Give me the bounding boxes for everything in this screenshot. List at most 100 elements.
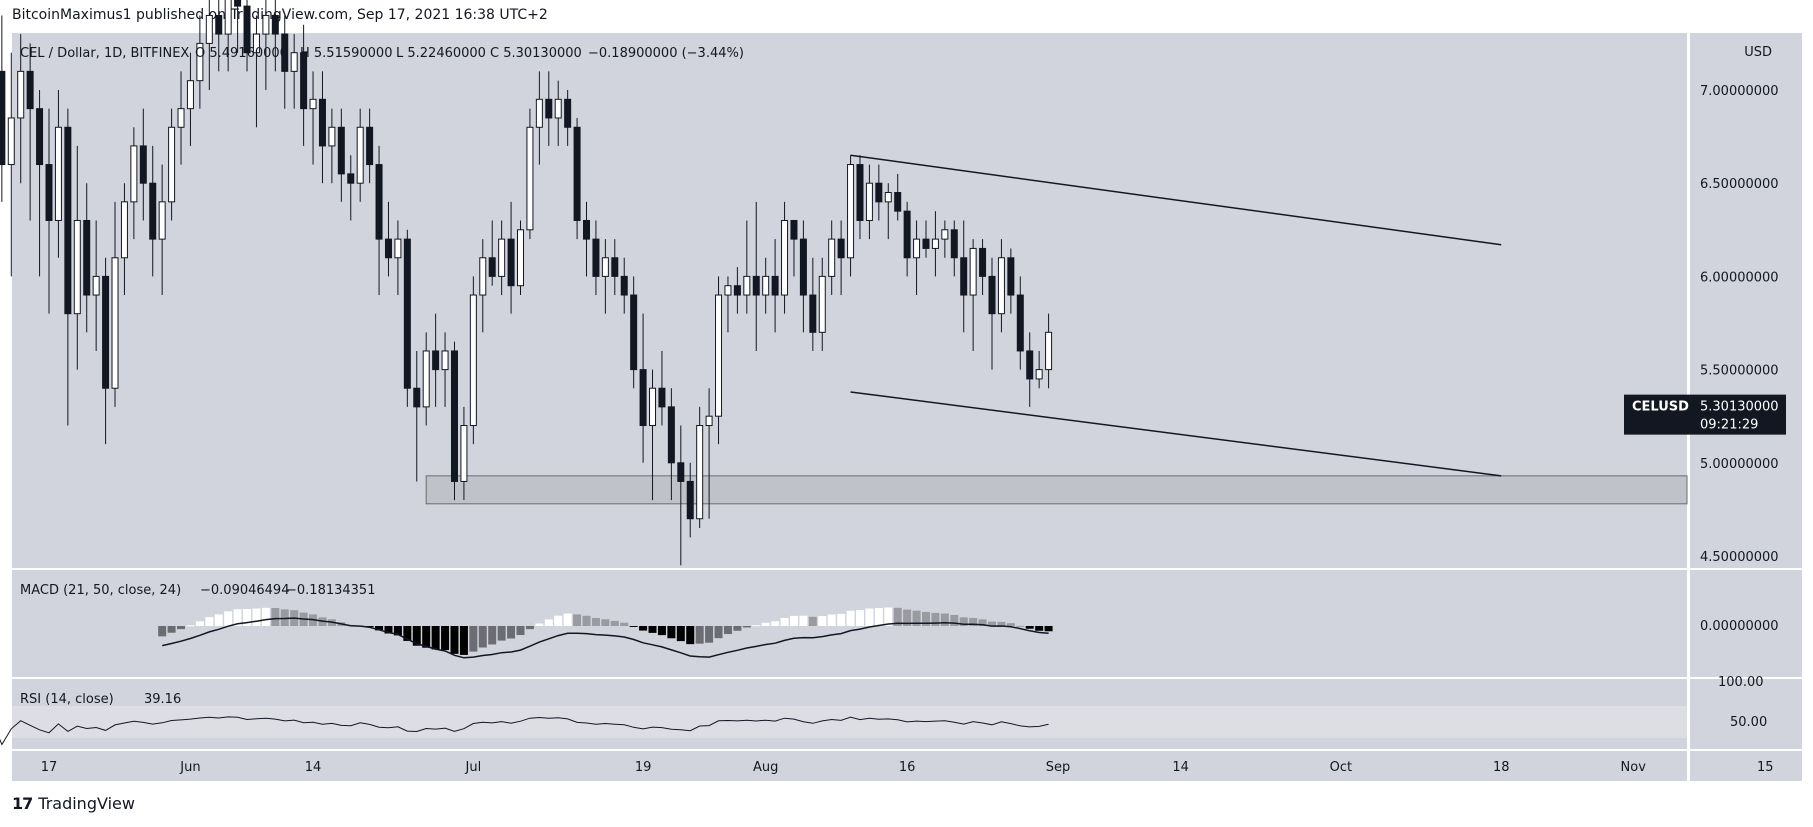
candle-body [224, 0, 232, 35]
time-tick-label: 16 [899, 760, 916, 775]
macd-bar [988, 621, 996, 626]
macd-bar [431, 626, 440, 650]
time-axis[interactable] [12, 751, 1687, 781]
macd-bar [544, 619, 553, 626]
ohlc-change: −0.18900000 (−3.44%) [588, 46, 744, 61]
candle-body [120, 201, 128, 259]
macd-bar [214, 614, 223, 626]
candle-body [913, 238, 921, 259]
candle-body [186, 80, 194, 110]
macd-bar [1044, 626, 1053, 632]
candle-body [743, 275, 751, 296]
candle-body [168, 126, 176, 203]
last-price-value: 5.30130000 [1700, 400, 1779, 415]
candle-body [469, 294, 477, 427]
macd-bar [441, 626, 450, 651]
candle-body [441, 350, 449, 371]
time-tick-label: 19 [635, 760, 652, 775]
candle-body [799, 238, 807, 296]
channel-line-lower[interactable] [850, 391, 1502, 477]
candle-body [318, 98, 326, 147]
last-price-badge-bg [1624, 394, 1786, 435]
candle-body [300, 52, 308, 110]
candle-body [1016, 294, 1024, 352]
brand-name: TradingView [38, 794, 135, 813]
macd-bar [620, 622, 629, 626]
candle-body [818, 275, 826, 333]
candle-body [771, 275, 779, 296]
candle-body [535, 98, 543, 128]
candle-body [696, 425, 704, 520]
macd-bar [705, 626, 714, 643]
macd-bar [827, 614, 836, 626]
price-tick-label: 5.50000000 [1700, 364, 1779, 379]
time-tick-label: 15 [1757, 760, 1774, 775]
macd-bar [1035, 626, 1044, 631]
channel-lines[interactable] [850, 154, 1502, 477]
rsi-value: 39.16 [144, 692, 181, 707]
candle-body [234, 0, 242, 7]
macd-bar [516, 626, 525, 636]
candles-layer [0, 0, 1053, 566]
tradingview-logo-icon: 17 [12, 794, 33, 813]
publisher-line: BitcoinMaximus1 published on TradingView… [12, 7, 548, 23]
macd-bar [412, 626, 421, 646]
macd-bar [497, 626, 506, 641]
macd-bar [195, 621, 204, 626]
macd-bar [667, 626, 676, 639]
candle-body [281, 33, 289, 72]
candle-body [847, 164, 855, 259]
price-axis[interactable] [1690, 33, 1802, 568]
macd-bar [177, 626, 186, 630]
macd-bar [375, 626, 384, 631]
candle-body [790, 219, 798, 240]
candle-body [394, 238, 402, 259]
macd-bar [931, 612, 940, 626]
time-tick-label: 14 [1172, 760, 1189, 775]
candle-body [649, 387, 657, 427]
candle-body [988, 275, 996, 315]
candle-body [715, 294, 723, 417]
candle-body [884, 192, 892, 203]
rsi-axis [1690, 679, 1802, 749]
candle-body [205, 14, 213, 44]
candle-body [960, 257, 968, 296]
macd-bar [365, 626, 374, 628]
macd-bar [1006, 623, 1015, 626]
footer-brand[interactable]: 17 TradingView [12, 794, 135, 813]
macd-signal-value: −0.18134351 [286, 583, 375, 598]
macd-histogram [158, 607, 1053, 655]
candle-body [366, 126, 374, 166]
time-tick-label: Aug [753, 760, 778, 775]
candle-body [564, 98, 572, 128]
macd-bar [789, 615, 798, 626]
candle-body [573, 126, 581, 221]
candle-body [64, 126, 72, 315]
time-tick-label: Sep [1046, 760, 1071, 775]
candle-body [328, 126, 336, 147]
candle-body [177, 108, 185, 128]
rsi-band [12, 706, 1687, 738]
time-tick-label: Jul [465, 760, 482, 775]
channel-line-upper[interactable] [850, 154, 1502, 246]
candle-body [724, 285, 732, 296]
macd-bar [610, 620, 619, 626]
support-zone[interactable] [425, 475, 1688, 505]
macd-bar [799, 615, 808, 626]
last-price-badge[interactable]: CELUSD 5.30130000 09:21:29 [1624, 394, 1786, 435]
candle-body [507, 238, 515, 287]
macd-bar [912, 610, 921, 626]
macd-bar [733, 626, 742, 631]
macd-bar [629, 626, 638, 627]
macd-bar [393, 626, 402, 636]
candle-body [290, 52, 298, 72]
macd-bar [639, 626, 648, 631]
macd-bar [591, 618, 600, 626]
candle-body [809, 294, 817, 333]
macd-bar [761, 622, 770, 626]
candle-body [403, 238, 411, 389]
candle-body [592, 238, 600, 277]
macd-bar [167, 626, 176, 633]
candle-body [950, 229, 958, 259]
